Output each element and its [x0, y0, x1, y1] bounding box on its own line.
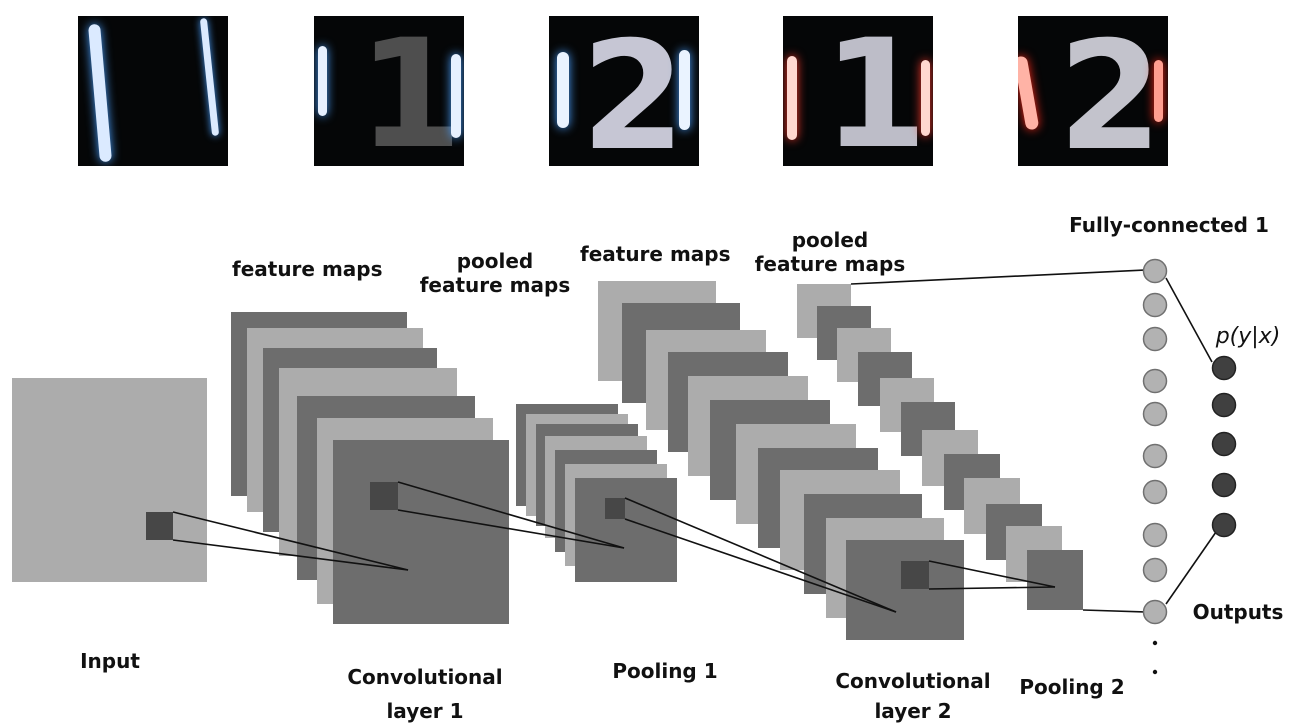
- fc1-nodes: [1142, 258, 1168, 625]
- digit-glyph: 2: [581, 16, 686, 166]
- label-outputs: Outputs: [1192, 600, 1284, 624]
- pool1-feature-maps: [516, 404, 677, 582]
- glow-bar-left: [557, 52, 569, 128]
- glow-bar-left: [318, 46, 327, 116]
- label-input: Input: [80, 649, 140, 673]
- fc1-node: [1142, 326, 1168, 352]
- conv2-kernel: [901, 561, 929, 589]
- pool1-kernel: [605, 498, 625, 519]
- fc1-node: [1142, 258, 1168, 284]
- label-pooling-2: Pooling 2: [1019, 675, 1125, 699]
- conv2-feature-maps: [598, 281, 964, 640]
- fc1-node: [1142, 443, 1168, 469]
- label-feature-maps-2: feature maps: [580, 242, 731, 266]
- digit-glyph: 1: [823, 16, 928, 166]
- glow-bar-right: [921, 60, 930, 136]
- glow-bar-right: [451, 54, 461, 138]
- label-pooled-feature-maps-1: pooled feature maps: [419, 249, 571, 297]
- output-node: [1211, 392, 1237, 418]
- continuation-dots: [1152, 640, 1158, 675]
- output-node: [1211, 472, 1237, 498]
- output-node: [1211, 512, 1237, 538]
- input-map: [12, 378, 207, 582]
- output-nodes: [1211, 355, 1237, 538]
- label-convolutional-layer-1: Convolutional layer 1: [347, 665, 503, 723]
- glow-bar-right: [1154, 60, 1163, 122]
- sample-image-4: 1: [783, 16, 933, 166]
- conv1-feature-maps: [231, 312, 509, 624]
- label-output-probability: p(y|x): [1215, 324, 1281, 349]
- fc1-node: [1142, 599, 1168, 625]
- sample-image-3: 2: [549, 16, 699, 166]
- fc1-node: [1142, 522, 1168, 548]
- output-node: [1211, 431, 1237, 457]
- fc1-node: [1142, 368, 1168, 394]
- connection-lines: [172, 269, 1217, 613]
- digit-glyph: 1: [358, 16, 463, 166]
- conv1-kernel: [370, 482, 398, 510]
- fc1-node: [1142, 557, 1168, 583]
- label-pooling-1: Pooling 1: [612, 659, 718, 683]
- label-feature-maps-1: feature maps: [232, 257, 383, 281]
- sample-image-2: 1: [314, 16, 464, 166]
- sample-image-1: [78, 16, 228, 166]
- label-convolutional-layer-2: Convolutional layer 2: [835, 669, 991, 723]
- pool2-feature-maps: [797, 284, 1083, 610]
- sample-image-5: 2: [1018, 16, 1168, 166]
- glow-bar-left: [787, 56, 797, 140]
- label-fully-connected-1: Fully-connected 1: [1069, 213, 1269, 237]
- glow-bar-right: [679, 50, 690, 130]
- label-pooled-feature-maps-2: pooled feature maps: [754, 228, 906, 276]
- fc1-node: [1142, 401, 1168, 427]
- fc1-node: [1142, 292, 1168, 318]
- fc1-node: [1142, 479, 1168, 505]
- digit-glyph: 2: [1058, 16, 1163, 166]
- input-kernel: [146, 512, 173, 540]
- output-node: [1211, 355, 1237, 381]
